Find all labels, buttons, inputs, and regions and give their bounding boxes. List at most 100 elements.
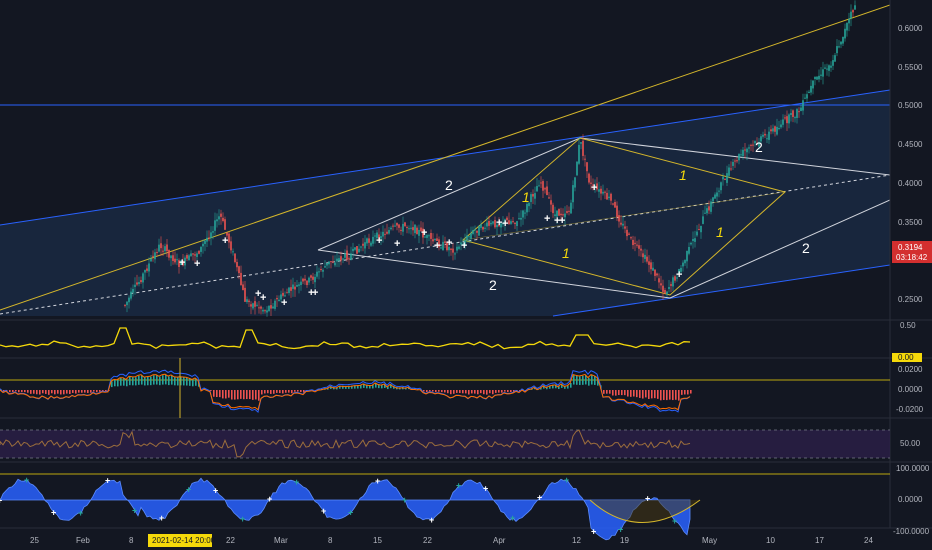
- candle: [796, 109, 798, 118]
- macd-bar: [570, 382, 572, 388]
- macd-bar: [684, 390, 686, 395]
- candle: [164, 246, 166, 252]
- macd-bar: [510, 390, 512, 393]
- candle: [506, 217, 508, 221]
- candle: [266, 310, 268, 313]
- oscillator-marker: +: [510, 513, 515, 523]
- macd-bar: [633, 390, 635, 397]
- macd-bar: [156, 375, 158, 385]
- macd-bar: [621, 390, 623, 396]
- time-axis[interactable]: 25 Feb 8 2021-02-14 20:00 22 Mar 8 15 22…: [30, 534, 873, 547]
- candle: [402, 223, 404, 232]
- macd-bar: [435, 390, 437, 393]
- candle: [806, 94, 808, 99]
- indicator-pane-1[interactable]: 0.50 0.00: [0, 321, 922, 362]
- candle: [640, 248, 642, 251]
- macd-bar: [543, 385, 545, 389]
- candle: [218, 216, 220, 220]
- price-tick: 0.5000: [898, 101, 923, 110]
- rsi-pane[interactable]: 50.00: [0, 429, 921, 459]
- candle: [212, 231, 214, 233]
- macd-bar: [459, 390, 461, 393]
- price-tick: 0.3500: [898, 218, 923, 227]
- oscillator-marker: +: [537, 493, 542, 503]
- macd-bar: [210, 390, 212, 391]
- crosshair-time-label-bg: [148, 534, 212, 547]
- candle: [248, 300, 250, 302]
- candle: [714, 194, 716, 199]
- oscillator-marker: +: [375, 476, 380, 486]
- candle: [256, 304, 258, 306]
- macd-bar: [9, 390, 11, 393]
- candle: [742, 149, 744, 157]
- macd-bar: [141, 375, 143, 385]
- macd-bar: [588, 377, 590, 386]
- macd-bar: [561, 383, 563, 388]
- pattern-label: 1: [679, 167, 687, 183]
- candle: [392, 225, 394, 227]
- macd-bar: [255, 390, 257, 400]
- candle: [242, 284, 244, 291]
- macd-pane[interactable]: 0.0200 0.0000 -0.0200: [0, 365, 924, 414]
- yellow-upper-trendline[interactable]: [0, 4, 891, 311]
- candle: [846, 23, 848, 31]
- candle: [306, 280, 308, 286]
- candle: [514, 222, 516, 225]
- candle: [130, 291, 132, 299]
- candle: [498, 224, 500, 227]
- channel-lower-line[interactable]: [552, 264, 891, 317]
- candle: [138, 282, 140, 285]
- macd-bar: [120, 377, 122, 386]
- macd-bar: [627, 390, 629, 397]
- candle: [688, 247, 690, 254]
- candle: [728, 167, 730, 176]
- time-tick: 8: [328, 536, 333, 545]
- candle: [746, 148, 748, 153]
- candle: [584, 158, 586, 160]
- macd-bar: [252, 390, 254, 400]
- candle: [676, 277, 678, 279]
- macd-bar: [360, 384, 362, 389]
- candle: [570, 202, 572, 214]
- candle: [556, 210, 558, 217]
- candle: [250, 304, 252, 307]
- white-pattern-lower[interactable]: [317, 199, 891, 299]
- candle: [662, 285, 664, 292]
- macd-bar: [663, 390, 665, 400]
- macd-bar: [366, 384, 368, 389]
- candle: [604, 191, 606, 193]
- candle: [794, 117, 796, 119]
- pattern-label: 2: [802, 240, 810, 256]
- candle: [232, 251, 234, 253]
- oscillator-pane[interactable]: + + + + + + + + + + + + + + + + + + + + + + + + + + 100.0000 0.00…: [0, 464, 930, 541]
- candle: [410, 227, 412, 229]
- plus-marker: +: [461, 240, 467, 252]
- candle: [310, 275, 312, 278]
- candle: [530, 194, 532, 202]
- candle: [134, 284, 136, 287]
- candle: [296, 284, 298, 287]
- candle: [608, 196, 610, 199]
- candles-series[interactable]: [124, 0, 856, 317]
- macd-bar: [498, 390, 500, 393]
- candle: [340, 256, 342, 261]
- macd-bar: [117, 379, 119, 387]
- macd-bar: [291, 390, 293, 394]
- macd-bar: [675, 390, 677, 400]
- macd-bar: [36, 390, 38, 395]
- candle: [690, 242, 692, 245]
- candle: [848, 18, 850, 24]
- candle: [362, 243, 364, 246]
- candle: [160, 243, 162, 249]
- candle: [334, 262, 336, 266]
- candle: [790, 113, 792, 115]
- candle: [344, 253, 346, 258]
- candle: [426, 235, 428, 238]
- macd-bar: [615, 390, 617, 396]
- candle: [366, 238, 368, 244]
- candle: [184, 257, 186, 266]
- candle: [816, 76, 818, 80]
- candle: [636, 244, 638, 246]
- macd-bar: [168, 376, 170, 386]
